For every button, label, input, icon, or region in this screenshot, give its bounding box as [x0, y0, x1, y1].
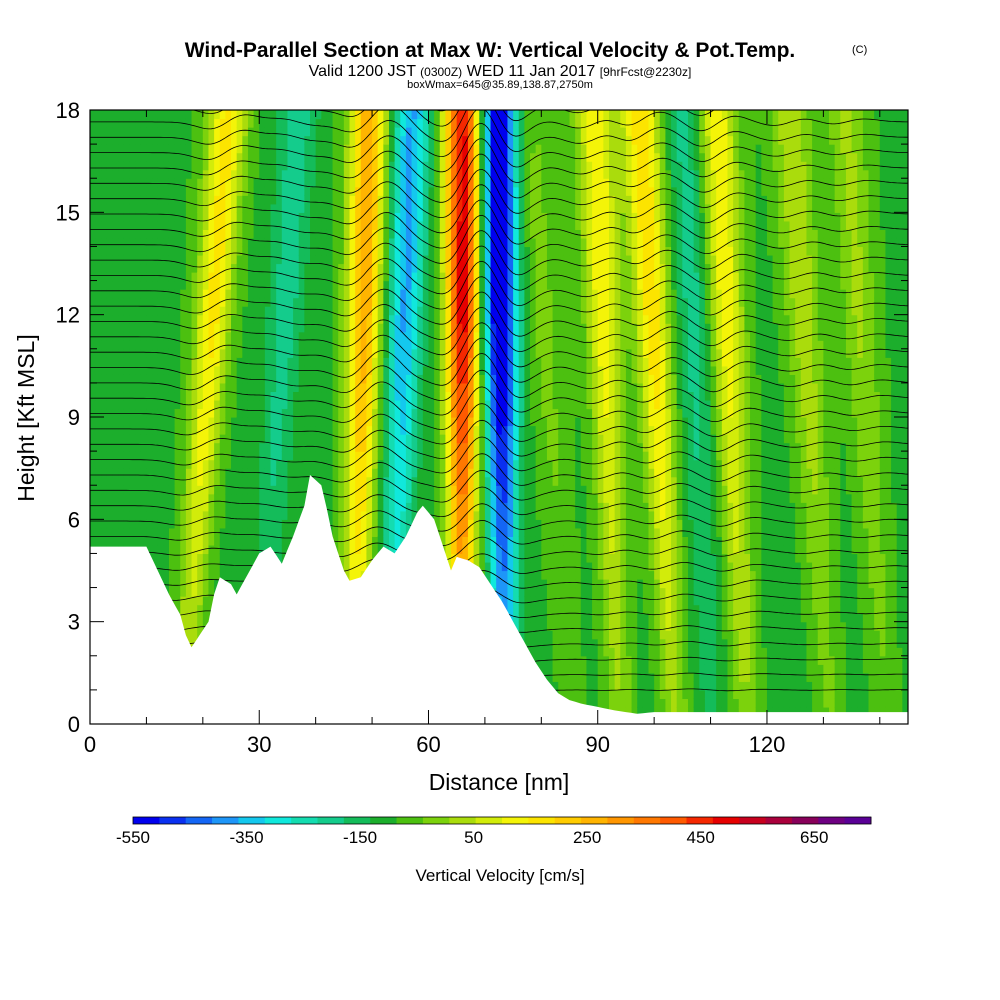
- y-axis-label: Height [Kft MSL]: [13, 334, 39, 501]
- y-tick-label: 9: [68, 405, 80, 430]
- y-tick-label: 18: [56, 98, 80, 123]
- colorbar-swatch: [712, 817, 740, 824]
- colorbar-tick-label: 450: [687, 828, 715, 847]
- terrain-mask: [90, 475, 908, 724]
- chart-title: Wind-Parallel Section at Max W: Vertical…: [185, 39, 796, 62]
- colorbar-tick-label: -150: [343, 828, 377, 847]
- y-tick-label: 6: [68, 507, 80, 532]
- subtitle-date: WED 11 Jan 2017: [467, 63, 596, 80]
- subtitle-forecast: [9hrFcst@2230z]: [600, 65, 692, 79]
- colorbar-swatch: [343, 817, 371, 824]
- colorbar-swatch: [212, 817, 239, 824]
- y-tick-label: 12: [56, 303, 80, 328]
- colorbar-swatch: [133, 817, 160, 824]
- colorbar-swatch: [765, 817, 793, 824]
- subtitle-utc-time: (0300Z): [420, 65, 462, 79]
- colorbar-tick-label: -350: [230, 828, 264, 847]
- colorbar-swatch: [475, 817, 503, 824]
- x-axis: 0 30 60 90 120: [84, 110, 881, 757]
- colorbar-label: Vertical Velocity [cm/s]: [415, 866, 584, 885]
- subtitle-valid-time: Valid 1200 JST: [309, 63, 417, 80]
- colorbar-swatch: [317, 817, 345, 824]
- colorbar: -550 -350 -150 50 250 450 650: [116, 816, 872, 847]
- colorbar-swatch: [238, 817, 266, 824]
- colorbar-swatch: [291, 817, 318, 824]
- colorbar-swatch: [159, 817, 187, 824]
- colorbar-tick-label: 50: [464, 828, 483, 847]
- colorbar-swatch: [370, 817, 397, 824]
- x-tick-label: 120: [749, 732, 786, 757]
- colorbar-swatch: [264, 817, 292, 824]
- x-tick-label: 0: [84, 732, 96, 757]
- colorbar-swatch: [739, 817, 766, 824]
- colorbar-swatch: [528, 817, 556, 824]
- colorbar-tick-label: -550: [116, 828, 150, 847]
- x-axis-label: Distance [nm]: [429, 769, 570, 795]
- colorbar-swatch: [844, 817, 872, 824]
- colorbar-swatch: [686, 817, 714, 824]
- title-copyright-mark: (C): [852, 44, 867, 56]
- colorbar-swatch: [633, 817, 661, 824]
- chart-subtitle-box: boxWmax=645@35.89,138.87,2750m: [407, 79, 593, 91]
- colorbar-swatch: [581, 817, 608, 824]
- colorbar-tick-label: 250: [573, 828, 601, 847]
- y-tick-label: 15: [56, 200, 80, 225]
- y-tick-label: 0: [68, 712, 80, 737]
- colorbar-swatch: [449, 817, 477, 824]
- colorbar-swatch: [185, 817, 213, 824]
- x-tick-label: 60: [416, 732, 440, 757]
- x-tick-label: 30: [247, 732, 271, 757]
- x-tick-label: 90: [585, 732, 609, 757]
- colorbar-swatch: [818, 817, 846, 824]
- chart-subtitle: Valid 1200 JST (0300Z) WED 11 Jan 2017 […: [309, 63, 692, 80]
- y-tick-label: 3: [68, 610, 80, 635]
- colorbar-swatch: [396, 817, 424, 824]
- colorbar-tick-label: 650: [800, 828, 828, 847]
- y-axis: 0 3 6 9 12 15 18: [56, 98, 908, 737]
- colorbar-swatch: [422, 817, 450, 824]
- colorbar-swatch: [791, 817, 819, 824]
- colorbar-swatch: [502, 817, 529, 824]
- colorbar-swatch: [660, 817, 687, 824]
- colorbar-swatch: [607, 817, 635, 824]
- colorbar-swatch: [554, 817, 582, 824]
